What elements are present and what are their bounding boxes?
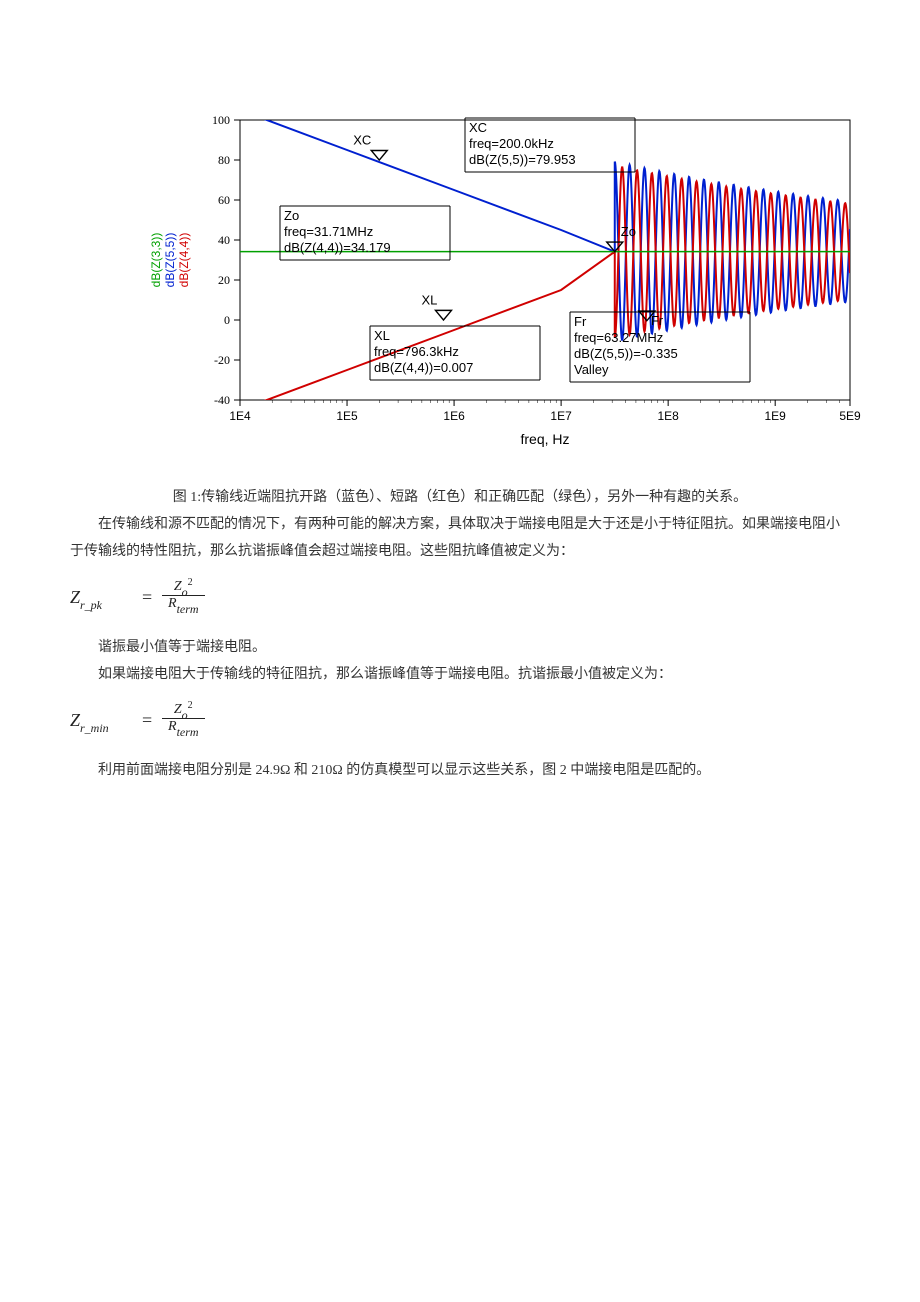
svg-text:40: 40 [218,233,230,247]
svg-text:freq=796.3kHz: freq=796.3kHz [374,344,459,359]
svg-text:freq=31.71MHz: freq=31.71MHz [284,224,373,239]
svg-text:20: 20 [218,273,230,287]
svg-text:60: 60 [218,193,230,207]
svg-text:1E6: 1E6 [443,409,465,423]
svg-text:dB(Z(5,5))=79.953: dB(Z(5,5))=79.953 [469,152,576,167]
svg-text:freq=200.0kHz: freq=200.0kHz [469,136,554,151]
svg-text:dB(Z(5,5)): dB(Z(5,5)) [163,233,177,288]
svg-text:XC: XC [469,120,487,135]
svg-text:dB(Z(5,5))=-0.335: dB(Z(5,5))=-0.335 [574,346,678,361]
svg-text:1E7: 1E7 [550,409,572,423]
svg-text:100: 100 [212,113,230,127]
svg-text:freq=63.27MHz: freq=63.27MHz [574,330,663,345]
svg-text:XL: XL [374,328,390,343]
svg-text:dB(Z(4,4)): dB(Z(4,4)) [177,233,191,288]
body-paragraph-3: 如果端接电阻大于传输线的特征阻抗，那么谐振峰值等于端接电阻。抗谐振最小值被定义为… [70,662,850,689]
figure-caption: 图 1:传输线近端阻抗开路（蓝色）、短路（红色）和正确匹配（绿色），另外一种有趣… [70,486,850,506]
svg-text:freq, Hz: freq, Hz [520,431,569,447]
svg-text:dB(Z(4,4))=34.179: dB(Z(4,4))=34.179 [284,240,391,255]
svg-text:-40: -40 [214,393,230,407]
svg-text:Zo: Zo [284,208,299,223]
svg-text:dB(Z(3,3)): dB(Z(3,3)) [149,233,163,288]
body-paragraph-4: 利用前面端接电阻分别是 24.9Ω 和 210Ω 的仿真模型可以显示这些关系，图… [70,758,850,785]
svg-text:-20: -20 [214,353,230,367]
svg-text:dB(Z(4,4))=0.007: dB(Z(4,4))=0.007 [374,360,473,375]
svg-text:5E9: 5E9 [839,409,861,423]
svg-text:Zo: Zo [621,224,636,239]
svg-text:XC: XC [353,132,371,147]
svg-text:0: 0 [224,313,230,327]
svg-text:Valley: Valley [574,362,609,377]
svg-text:80: 80 [218,153,230,167]
svg-text:Fr: Fr [574,314,587,329]
impedance-chart: -40-20020406080100dB(Z(3,3))dB(Z(5,5))dB… [130,110,850,470]
formula-zr-pk: Zr_pk=Zo2Rterm [70,579,850,619]
body-paragraph-1: 在传输线和源不匹配的情况下，有两种可能的解决方案，具体取决于端接电阻是大于还是小… [70,512,850,565]
formula-zr-min: Zr_min=Zo2Rterm [70,702,850,742]
svg-text:1E9: 1E9 [765,409,787,423]
svg-text:1E8: 1E8 [657,409,679,423]
body-paragraph-2: 谐振最小值等于端接电阻。 [70,635,850,662]
svg-text:1E4: 1E4 [229,409,251,423]
svg-text:1E5: 1E5 [336,409,358,423]
svg-text:XL: XL [421,292,437,307]
